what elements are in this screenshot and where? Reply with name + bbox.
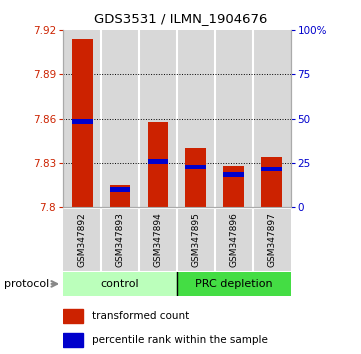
Bar <box>215 209 253 271</box>
Text: protocol: protocol <box>4 279 49 289</box>
Text: GSM347896: GSM347896 <box>229 212 238 267</box>
Text: GDS3531 / ILMN_1904676: GDS3531 / ILMN_1904676 <box>94 12 267 25</box>
Text: PRC depletion: PRC depletion <box>195 279 273 289</box>
Bar <box>261 157 282 207</box>
Bar <box>177 272 291 296</box>
Bar <box>63 333 83 347</box>
Bar <box>215 30 253 207</box>
Bar <box>148 121 168 207</box>
Bar <box>63 30 101 207</box>
Bar <box>110 187 130 192</box>
Bar <box>223 172 244 177</box>
Bar <box>63 209 101 271</box>
Text: GSM347893: GSM347893 <box>116 212 125 267</box>
Bar <box>177 30 215 207</box>
Bar <box>253 209 291 271</box>
Text: GSM347895: GSM347895 <box>191 212 200 267</box>
Text: transformed count: transformed count <box>92 311 189 321</box>
Bar <box>186 165 206 170</box>
Bar <box>63 309 83 323</box>
Bar <box>253 30 291 207</box>
Bar <box>186 148 206 207</box>
Bar <box>101 30 139 207</box>
Bar <box>223 166 244 207</box>
Text: percentile rank within the sample: percentile rank within the sample <box>92 335 268 345</box>
Bar <box>139 30 177 207</box>
Bar <box>261 166 282 171</box>
Text: GSM347897: GSM347897 <box>267 212 276 267</box>
Bar <box>63 272 177 296</box>
Bar <box>72 119 92 124</box>
Text: GSM347894: GSM347894 <box>153 212 162 267</box>
Text: GSM347892: GSM347892 <box>78 212 87 267</box>
Text: control: control <box>101 279 139 289</box>
Bar <box>110 185 130 207</box>
Bar <box>148 159 168 164</box>
Bar <box>177 209 215 271</box>
Bar <box>72 39 92 207</box>
Bar <box>139 209 177 271</box>
Bar <box>101 209 139 271</box>
